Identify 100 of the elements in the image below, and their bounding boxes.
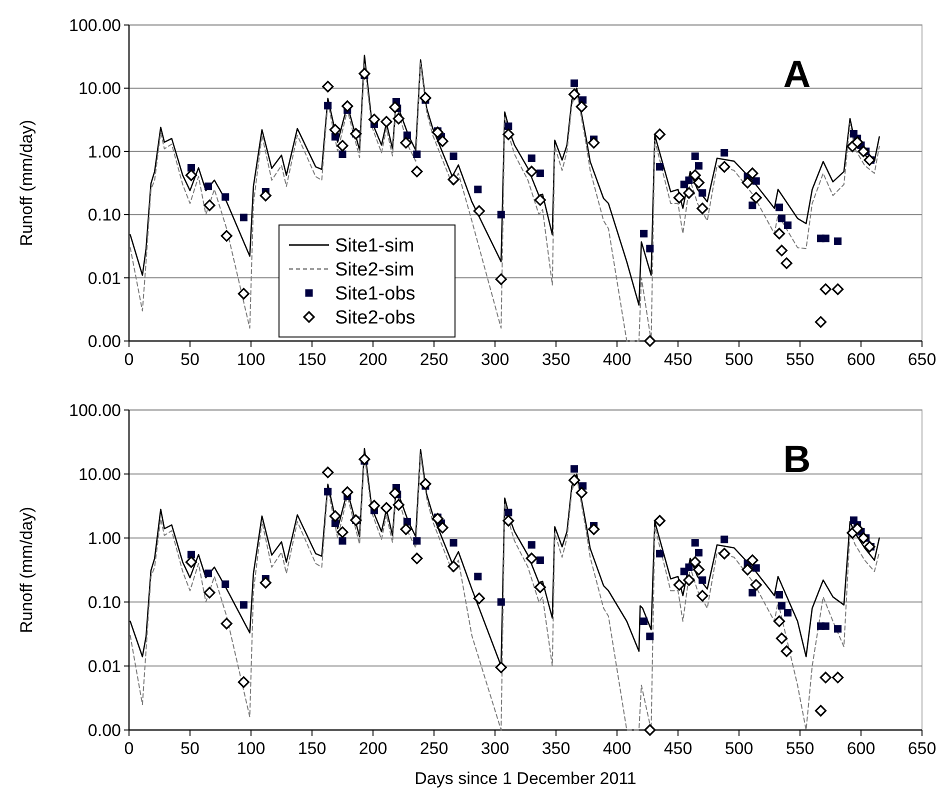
y-tick-label: 0.01 — [88, 656, 121, 676]
x-tick-label: 550 — [786, 350, 814, 369]
point — [536, 556, 544, 564]
point — [776, 204, 784, 212]
point — [528, 154, 536, 162]
point — [644, 724, 656, 736]
point — [504, 508, 512, 516]
point — [411, 166, 423, 178]
point — [570, 79, 578, 87]
x-tick-label: 0 — [124, 739, 134, 758]
point — [646, 244, 654, 252]
point — [450, 539, 458, 547]
point — [784, 221, 792, 229]
point — [683, 187, 695, 199]
point — [852, 136, 864, 148]
point — [588, 523, 600, 536]
point — [238, 676, 250, 688]
point — [204, 182, 212, 190]
x-tick-label: 0 — [124, 350, 134, 369]
annotation: A — [783, 54, 811, 96]
point — [338, 537, 346, 545]
x-tick-label: 50 — [180, 739, 200, 758]
point — [773, 615, 786, 628]
point — [858, 146, 870, 158]
x-tick-label: 500 — [724, 739, 754, 758]
point — [526, 166, 538, 178]
y-axis-title: Runoff (mm/day) — [17, 120, 36, 246]
point — [691, 539, 699, 547]
point — [691, 152, 699, 160]
point — [502, 514, 514, 527]
point — [240, 601, 248, 609]
y-tick-label: 1.00 — [88, 528, 121, 548]
x-tick-label: 500 — [724, 350, 754, 369]
legend-label: Site2-obs — [335, 308, 416, 329]
point — [413, 150, 421, 158]
y-tick-label: 0.10 — [88, 592, 121, 612]
point — [534, 194, 546, 206]
point — [644, 335, 656, 347]
point — [448, 174, 460, 186]
point — [240, 214, 248, 222]
point — [858, 532, 870, 544]
point — [752, 177, 760, 185]
point — [673, 579, 686, 591]
y-axis-title: Runoff (mm/day) — [17, 506, 36, 634]
x-tick-label: 100 — [236, 739, 266, 758]
point — [411, 552, 423, 564]
point — [420, 92, 432, 104]
point — [368, 114, 380, 126]
point — [640, 230, 648, 238]
point — [588, 136, 600, 149]
point — [748, 202, 756, 210]
x-tick-label: 200 — [358, 739, 388, 758]
point — [778, 602, 786, 610]
point — [742, 176, 754, 188]
point — [473, 592, 485, 604]
point — [400, 136, 412, 149]
point — [718, 548, 730, 560]
point — [238, 288, 250, 300]
point — [322, 466, 334, 478]
x-tick-label: 350 — [542, 739, 570, 758]
point — [694, 162, 702, 170]
point — [834, 625, 842, 633]
point — [380, 502, 392, 514]
x-tick-label: 400 — [602, 739, 632, 758]
x-tick-label: 450 — [664, 739, 692, 758]
point — [324, 102, 332, 110]
point — [260, 576, 272, 589]
point — [673, 192, 686, 204]
annotation: B — [783, 439, 811, 481]
point — [448, 560, 460, 572]
point — [502, 128, 514, 140]
point — [526, 552, 538, 564]
point — [692, 564, 705, 576]
point — [814, 704, 827, 717]
point — [834, 237, 842, 245]
point — [646, 632, 654, 640]
y-tick-label: 0.10 — [88, 206, 121, 225]
point — [342, 486, 354, 498]
point — [694, 548, 702, 556]
point — [222, 580, 230, 588]
point — [504, 122, 512, 130]
point — [720, 536, 728, 544]
point — [403, 518, 411, 526]
point — [260, 190, 272, 202]
legend-label: Site1-sim — [335, 236, 414, 257]
x-axis-title: Days since 1 December 2011 — [414, 769, 636, 788]
point — [220, 618, 232, 630]
point — [685, 563, 693, 571]
point — [497, 210, 505, 218]
point — [222, 193, 230, 201]
y-tick-label: 100.00 — [69, 400, 121, 420]
point — [696, 590, 708, 602]
point — [497, 598, 505, 606]
point — [720, 149, 728, 157]
point — [696, 202, 708, 214]
x-tick-label: 100 — [236, 350, 266, 369]
x-tick-label: 550 — [786, 739, 814, 758]
point — [780, 257, 792, 270]
point — [185, 169, 198, 182]
point — [185, 556, 198, 568]
